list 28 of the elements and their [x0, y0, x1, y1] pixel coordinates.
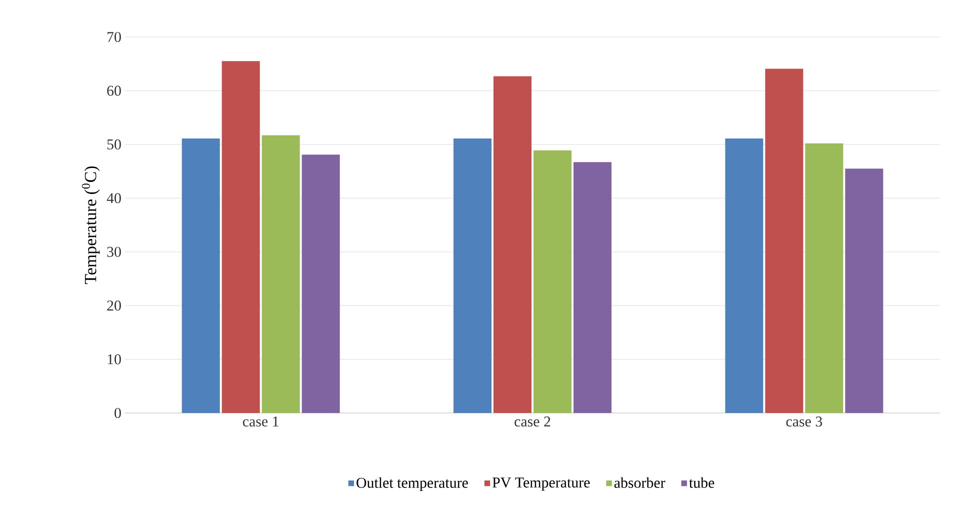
y-tick-label: 40: [106, 193, 121, 204]
y-tick-label: 10: [108, 354, 121, 364]
legend-label: PV Temperature: [492, 478, 590, 491]
x-tick-label: case 3: [786, 416, 822, 427]
legend-label: tube: [689, 477, 714, 488]
bar: [765, 68, 804, 413]
x-tick-label: case 2: [514, 416, 550, 427]
y-tick-label: 0: [114, 408, 121, 418]
bar: [725, 138, 764, 413]
y-tick-label: 60: [107, 86, 121, 96]
bar: [494, 76, 532, 413]
bar: [845, 168, 884, 413]
y-tick-label: 30: [107, 246, 121, 257]
y-tick-label: 20: [107, 300, 121, 311]
x-tick-label: case 1: [242, 416, 278, 427]
bar: [573, 162, 612, 413]
legend-label: Outlet temperature: [356, 477, 468, 491]
bar: [534, 150, 572, 413]
bar: [182, 138, 220, 413]
bar: [454, 138, 492, 413]
y-tick-label: 70: [108, 32, 121, 42]
bar: [805, 143, 844, 413]
y-axis-title: Temperature ($^{0}$C): [82, 166, 100, 284]
bar: [222, 61, 260, 413]
y-tick-label: 50: [107, 139, 121, 150]
bar: [302, 154, 340, 413]
legend-label: absorber: [614, 477, 666, 488]
bar: [262, 135, 300, 413]
